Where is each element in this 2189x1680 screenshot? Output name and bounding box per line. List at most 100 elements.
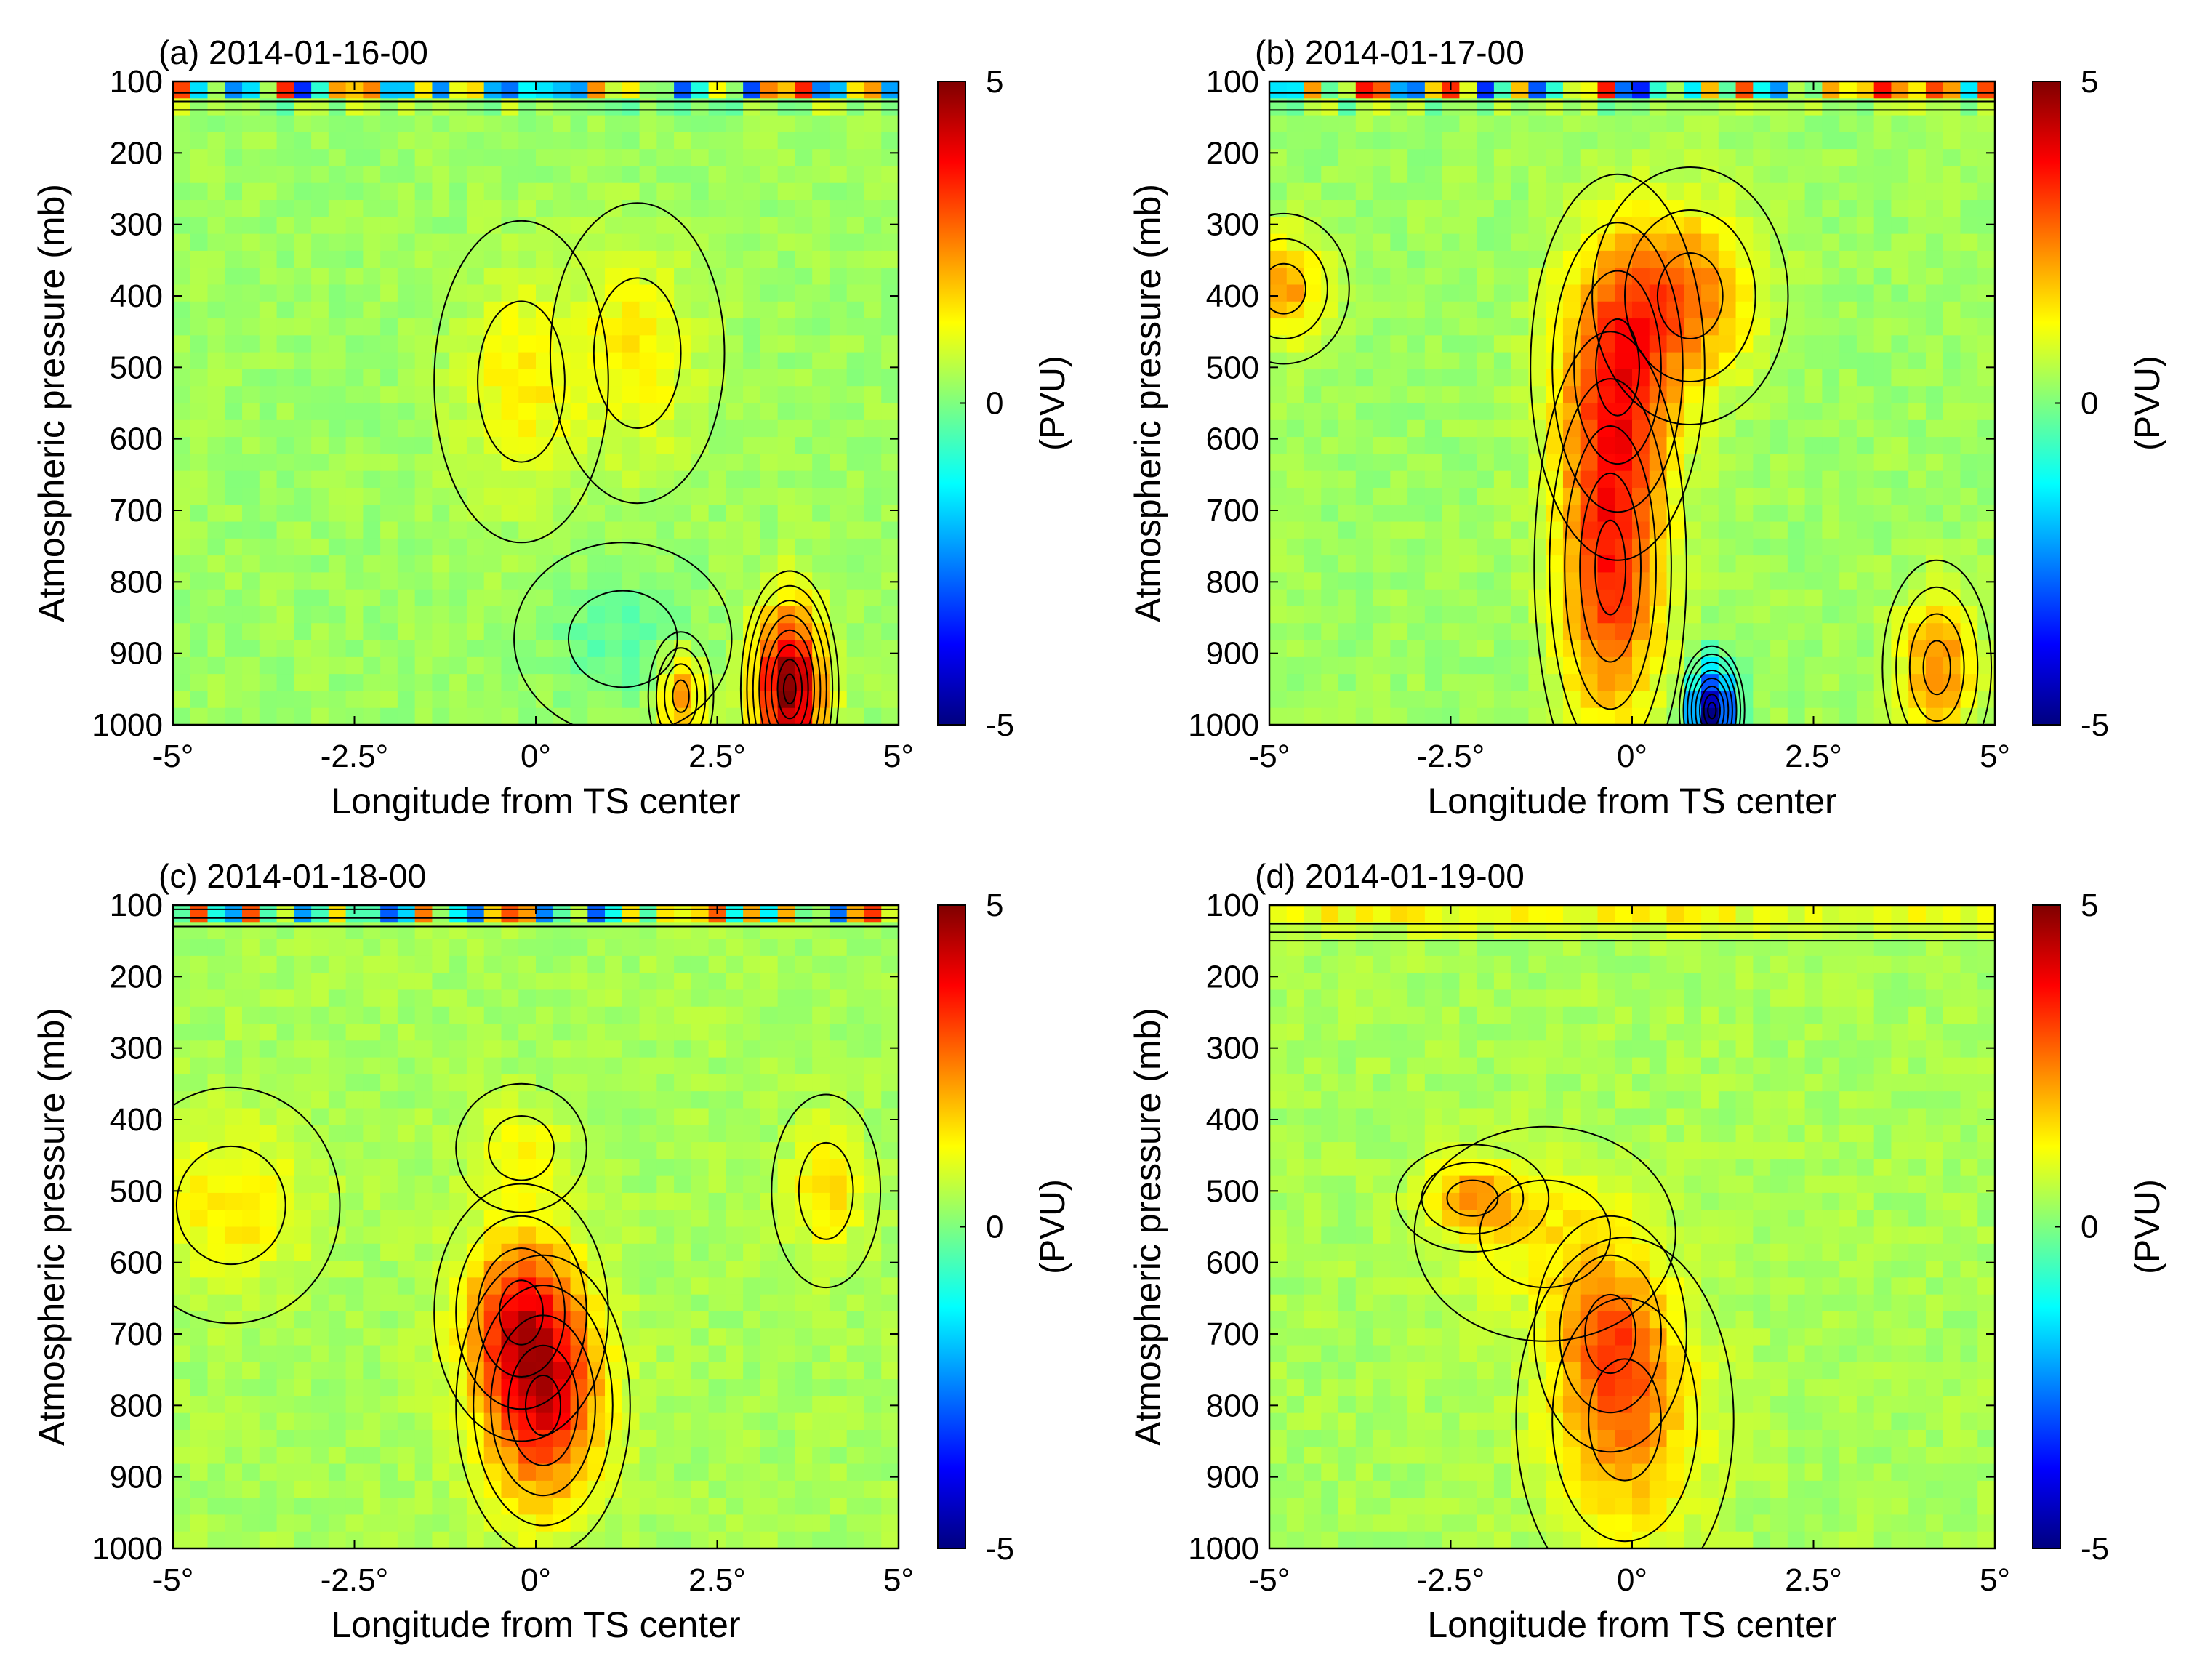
pv-cell (1424, 182, 1443, 201)
contour-line (1695, 678, 1730, 725)
pv-cell (1424, 674, 1443, 692)
pv-cell (656, 1142, 675, 1159)
pv-cell (1528, 707, 1546, 726)
pv-cell (1442, 98, 1460, 116)
pv-cell (570, 352, 588, 370)
pv-cell (1977, 268, 1996, 286)
pv-cell (1597, 335, 1615, 353)
pv-cell (1804, 691, 1823, 709)
pv-cell (812, 454, 830, 472)
pv-cell (1269, 233, 1288, 252)
pv-cell (1546, 369, 1564, 387)
pv-cell (812, 115, 830, 133)
pv-cell (276, 989, 294, 1008)
pv-cell (225, 656, 243, 675)
pv-cell (242, 182, 260, 201)
pv-cell (466, 989, 485, 1008)
pv-cell (483, 1159, 502, 1177)
pv-cell (674, 233, 692, 252)
pv-cell (674, 1040, 692, 1058)
pv-cell (1649, 640, 1668, 658)
contour-line (1269, 262, 1306, 315)
pv-cell (432, 1074, 450, 1092)
pv-cell (1615, 284, 1633, 302)
pv-cell (311, 1192, 329, 1210)
pv-cell (518, 217, 537, 235)
pv-cell (449, 200, 467, 217)
pv-cell (397, 318, 416, 336)
pv-cell (605, 1345, 623, 1363)
pv-cell (207, 81, 225, 99)
pv-cell (536, 1345, 554, 1363)
pv-cell (1718, 454, 1737, 472)
pv-cell (639, 1006, 657, 1024)
pv-cell (1856, 352, 1875, 370)
pv-cell (1787, 419, 1806, 438)
pv-cell (691, 955, 710, 973)
pv-cell (1787, 149, 1806, 167)
pv-cell (466, 437, 485, 454)
pv-cell (328, 81, 347, 99)
pv-cell (1321, 589, 1339, 607)
pv-cell (743, 1074, 761, 1092)
pv-cell (639, 905, 657, 923)
pv-cell (674, 521, 692, 539)
pv-cell (1493, 572, 1512, 590)
pv-cell (656, 149, 675, 167)
pv-cell (294, 81, 312, 99)
pv-cell (760, 403, 779, 421)
pv-cell (812, 301, 830, 319)
pv-cell (1632, 284, 1650, 302)
pv-cell (328, 1142, 347, 1159)
pv-cell (829, 955, 848, 973)
pv-cell (173, 656, 191, 675)
pv-cell (1770, 200, 1788, 217)
pv-cell (1493, 182, 1512, 201)
pv-cell (760, 454, 779, 472)
pv-cell (1770, 538, 1788, 556)
pv-cell (777, 905, 796, 923)
pv-cell (812, 98, 830, 116)
pv-cell (483, 707, 502, 726)
pv-cell (1390, 81, 1408, 99)
pv-cell (483, 1210, 502, 1228)
pv-cell (1546, 98, 1564, 116)
pv-cell (1822, 674, 1840, 692)
pv-cell (1286, 352, 1305, 370)
pv-cell (708, 470, 726, 489)
pv-cell (639, 1125, 657, 1143)
pv-cell (414, 1277, 433, 1295)
pv-cell (311, 149, 329, 167)
pv-cell (1597, 268, 1615, 286)
pv-cell (743, 1108, 761, 1126)
pv-cell (795, 369, 813, 387)
pv-cell (1822, 81, 1840, 99)
pv-cell (1822, 640, 1840, 658)
pv-cell (656, 369, 675, 387)
pv-cell (622, 1480, 640, 1498)
pv-cell (829, 81, 848, 99)
pv-cell (1943, 81, 1961, 99)
pv-cell (1649, 623, 1668, 641)
pv-cell (1718, 149, 1737, 167)
pv-cell (363, 1125, 381, 1143)
pv-cell (656, 1294, 675, 1312)
contour-line (764, 629, 815, 725)
pv-cell (276, 1498, 294, 1516)
pv-cell (1649, 487, 1668, 505)
pv-cell (259, 419, 278, 438)
pv-cell (225, 149, 243, 167)
pv-cell (622, 1429, 640, 1447)
pv-cell (1546, 470, 1564, 489)
pv-cell (242, 98, 260, 116)
pv-cell (760, 352, 779, 370)
pv-cell (1304, 674, 1322, 692)
pv-cell (1390, 250, 1408, 268)
pv-cell (432, 149, 450, 167)
contour-line (173, 1086, 341, 1325)
pv-cell (1269, 98, 1288, 116)
pv-cell (432, 470, 450, 489)
pv-cell (605, 284, 623, 302)
pv-cell (1373, 538, 1391, 556)
pv-cell (1477, 454, 1495, 472)
